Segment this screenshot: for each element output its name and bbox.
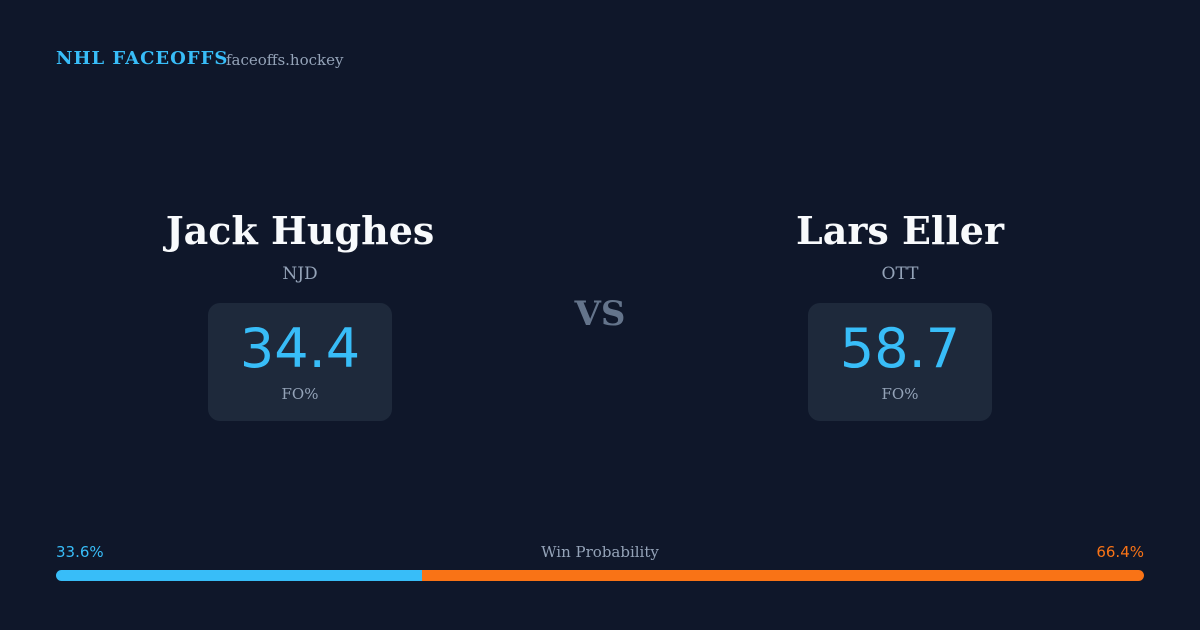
win-prob-label: 33.6% xyxy=(56,543,104,561)
player-name: Jack Hughes xyxy=(165,208,435,253)
team: OTT xyxy=(881,264,919,284)
fo-label: FO% xyxy=(281,385,319,403)
win-prob-bar xyxy=(56,570,1144,581)
stat-box: 58.7 FO% xyxy=(807,303,993,421)
win-prob-segment xyxy=(56,570,422,581)
team: NJD xyxy=(282,264,318,284)
brand: NHL FACEOFFS xyxy=(56,48,229,69)
player-name: Lars Eller xyxy=(795,208,1005,253)
win-prob-title: Win Probability xyxy=(541,543,659,561)
stat-box: 34.4 FO% xyxy=(207,303,393,421)
fo-value: 34.4 xyxy=(239,317,361,380)
player-card: Jack Hughes NJD 34.4 FO% xyxy=(50,205,550,421)
fo-value: 58.7 xyxy=(839,317,961,380)
win-prob-label: 66.4% xyxy=(1096,543,1144,561)
fo-label: FO% xyxy=(881,385,919,403)
vs: VS xyxy=(574,294,626,334)
site: faceoffs.hockey xyxy=(226,51,344,69)
win-prob-segment xyxy=(421,570,1144,581)
player-card: Lars Eller OTT 58.7 FO% xyxy=(650,205,1150,421)
